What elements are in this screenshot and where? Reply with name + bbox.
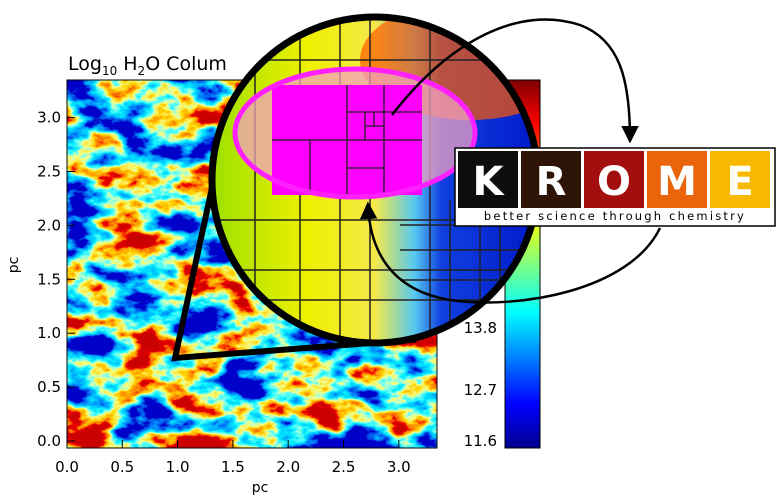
x-axis-label: pc (252, 480, 269, 496)
y-tick-label: 1.0 (37, 324, 61, 342)
logo-letter: O (597, 159, 631, 205)
title-part: H (117, 53, 137, 75)
logo-letter: M (657, 159, 697, 205)
logo-letter: E (726, 159, 753, 205)
title-sub: 10 (102, 64, 117, 78)
logo-letter: K (473, 159, 506, 205)
x-tick-label: 1.0 (166, 458, 190, 476)
logo-letter: R (536, 159, 567, 205)
colorbar-tick-label: 11.6 (464, 432, 497, 450)
y-tick-label: 0.0 (37, 432, 61, 450)
x-tick-label: 2.5 (332, 458, 356, 476)
figure: Log10 H2O Colum 0.0 0.5 1.0 1.5 2.0 2.5 3.0 0.0… (0, 0, 778, 496)
colorbar-tick-label: 13.8 (464, 319, 497, 337)
colorbar-tick-label: 12.7 (464, 381, 497, 399)
y-axis-label: pc (6, 257, 22, 274)
y-tick-label: 1.5 (37, 270, 61, 288)
x-tick-label: 3.0 (387, 458, 411, 476)
y-tick-label: 2.5 (37, 163, 61, 181)
x-tick-label: 0.0 (55, 458, 79, 476)
x-tick-label: 2.0 (276, 458, 300, 476)
plot-title: Log10 H2O Colum (68, 53, 227, 78)
title-part: Log (68, 53, 102, 75)
title-part: O Colum (145, 53, 227, 75)
logo-tagline: better science through chemistry (484, 209, 746, 223)
y-tick-label: 0.5 (37, 378, 61, 396)
x-tick-label: 0.5 (110, 458, 134, 476)
y-tick-label: 3.0 (37, 109, 61, 127)
title-sub: 2 (138, 64, 146, 78)
y-tick-label: 2.0 (37, 216, 61, 234)
x-tick-label: 1.5 (221, 458, 245, 476)
